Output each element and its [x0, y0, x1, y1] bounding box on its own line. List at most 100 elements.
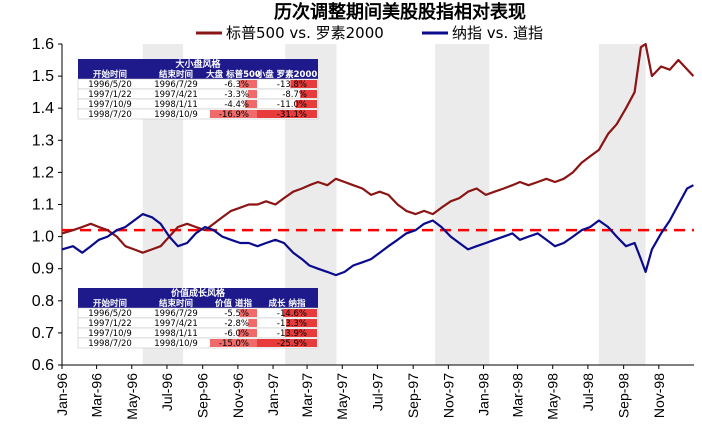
table-databar	[286, 319, 317, 327]
table-databar	[239, 80, 257, 88]
table-cell-end: 1996/7/29	[154, 80, 198, 90]
table-cell-start: 1996/5/20	[88, 80, 132, 90]
table-row	[77, 337, 319, 349]
table-databar	[238, 329, 257, 337]
table-cell-start: 1997/1/22	[88, 319, 132, 329]
table-cell-start: 1998/7/20	[88, 110, 132, 120]
y-tick-label: 1.5	[32, 68, 54, 85]
axes: 0.6 0.7 0.8 0.9 1.0 1.1 1.2 1.3 1.4 1.5 1.6 Jan-96 M…	[32, 36, 694, 420]
x-tick-label: Nov-97	[440, 373, 456, 418]
y-tick-label: 0.8	[32, 293, 54, 310]
x-tick-label: Mar-96	[89, 373, 105, 418]
table-cell-value: -16.9%	[219, 110, 249, 120]
x-tick-label: Sep-97	[405, 373, 421, 418]
table-header-cell: 结束时间	[159, 69, 193, 80]
table-cell-value: -14.6%	[277, 309, 307, 319]
x-tick-label: Jan-98	[476, 373, 492, 416]
table-cell-value: -2.8%	[224, 319, 249, 329]
x-tick-label: Nov-98	[651, 373, 667, 418]
x-tick-label: Jan-97	[265, 373, 281, 416]
table-cell-value: -13.3%	[277, 319, 307, 329]
table-title: 大小盘风格	[175, 58, 221, 70]
legend-label: 纳指 vs. 道指	[452, 24, 543, 42]
y-tick-label: 1.3	[32, 132, 54, 149]
x-tick-label: Sep-98	[616, 373, 632, 418]
table-cell-value: -13.8%	[277, 80, 307, 90]
table-cell-start: 1997/10/9	[88, 100, 132, 110]
table-cell-value: -5.5%	[224, 309, 249, 319]
table-cell-value: -6.3%	[224, 80, 249, 90]
y-tick-label: 1.0	[32, 229, 54, 246]
shaded-period	[435, 44, 490, 365]
y-tick-label: 0.9	[32, 261, 54, 278]
table-cell-start: 1997/1/22	[88, 90, 132, 100]
table-cell-value: -4.4%	[224, 100, 249, 110]
table-databar	[210, 339, 257, 347]
chart-title: 历次调整期间美股股指相对表现	[274, 1, 526, 23]
y-tick-label: 0.7	[32, 325, 54, 342]
x-tick-label: Mar-97	[299, 373, 315, 418]
table-cell-value: -15.0%	[219, 339, 249, 349]
table-cell-end: 1997/4/21	[154, 319, 198, 329]
table-cell-value: -11.0%	[277, 100, 307, 110]
y-tick-label: 1.2	[32, 164, 54, 181]
table-databar	[283, 309, 317, 317]
table-row	[77, 108, 319, 120]
table-databar	[257, 110, 317, 118]
table-cell-start: 1996/5/20	[88, 309, 132, 319]
shaded-period	[598, 44, 646, 365]
table-header-cell: 成长 纳指	[269, 298, 306, 309]
table-cell-value: -8.7%	[282, 90, 307, 100]
table-databar	[257, 339, 317, 347]
table-header-cell: 开始时间	[93, 298, 127, 309]
table-header-cell: 开始时间	[93, 69, 127, 80]
table-databar	[284, 329, 317, 337]
table-cell-start: 1997/10/9	[88, 329, 132, 339]
table-title-bar	[78, 59, 318, 69]
series-line	[61, 184, 694, 277]
x-tick-label: Mar-98	[510, 373, 526, 418]
legend-label: 标普500 vs. 罗素2000	[226, 24, 384, 42]
x-tick-label: May-98	[545, 373, 561, 420]
table-cell-value: -13.9%	[277, 329, 307, 339]
table-databar	[244, 100, 257, 108]
table-cell-end: 1998/10/9	[154, 110, 198, 120]
table-title-bar	[78, 288, 318, 298]
table-databar	[295, 100, 317, 108]
x-tick-label: May-96	[124, 373, 140, 420]
table-header-cell: 小盘 罗素2000	[256, 69, 318, 80]
x-tick-label: May-97	[334, 373, 350, 420]
legend: 标普500 vs. 罗素2000 纳指 vs. 道指	[196, 24, 543, 42]
table-cell-end: 1997/4/21	[154, 90, 198, 100]
table-header-bar	[78, 298, 318, 308]
y-tick-label: 1.4	[32, 100, 54, 117]
table-header-bar	[78, 69, 318, 79]
table-title: 价值成长风格	[171, 287, 226, 299]
table-header-cell: 结束时间	[159, 298, 193, 309]
table-cell-end: 1998/1/11	[154, 329, 198, 339]
x-tick-label: Sep-96	[195, 373, 211, 418]
table-cell-end: 1998/1/11	[154, 100, 198, 110]
table-cell-end: 1998/10/9	[154, 339, 198, 349]
table-cell-value: -25.9%	[277, 339, 307, 349]
table-cell-start: 1998/7/20	[88, 339, 132, 349]
y-tick-label: 0.6	[32, 357, 54, 374]
table-cell-value: -6.0%	[224, 329, 249, 339]
y-tick-label: 1.1	[32, 197, 54, 214]
table-header-cell: 价值 道指	[215, 298, 252, 309]
x-tick-label: Jul-97	[369, 373, 385, 411]
series-lines	[61, 42, 695, 277]
table-cell-value: -3.3%	[224, 90, 249, 100]
table-cell-end: 1996/7/29	[154, 309, 198, 319]
x-tick-label: Jan-96	[54, 373, 70, 416]
table-header-cell: 大盘 标普500	[206, 69, 261, 80]
x-tick-label: Jul-98	[580, 373, 596, 411]
x-tick-label: Jul-96	[159, 373, 175, 411]
table-databar	[290, 80, 317, 88]
table-databar	[210, 110, 257, 118]
table-databar	[239, 309, 257, 317]
y-tick-label: 1.6	[32, 36, 54, 53]
table-databar	[247, 90, 257, 98]
